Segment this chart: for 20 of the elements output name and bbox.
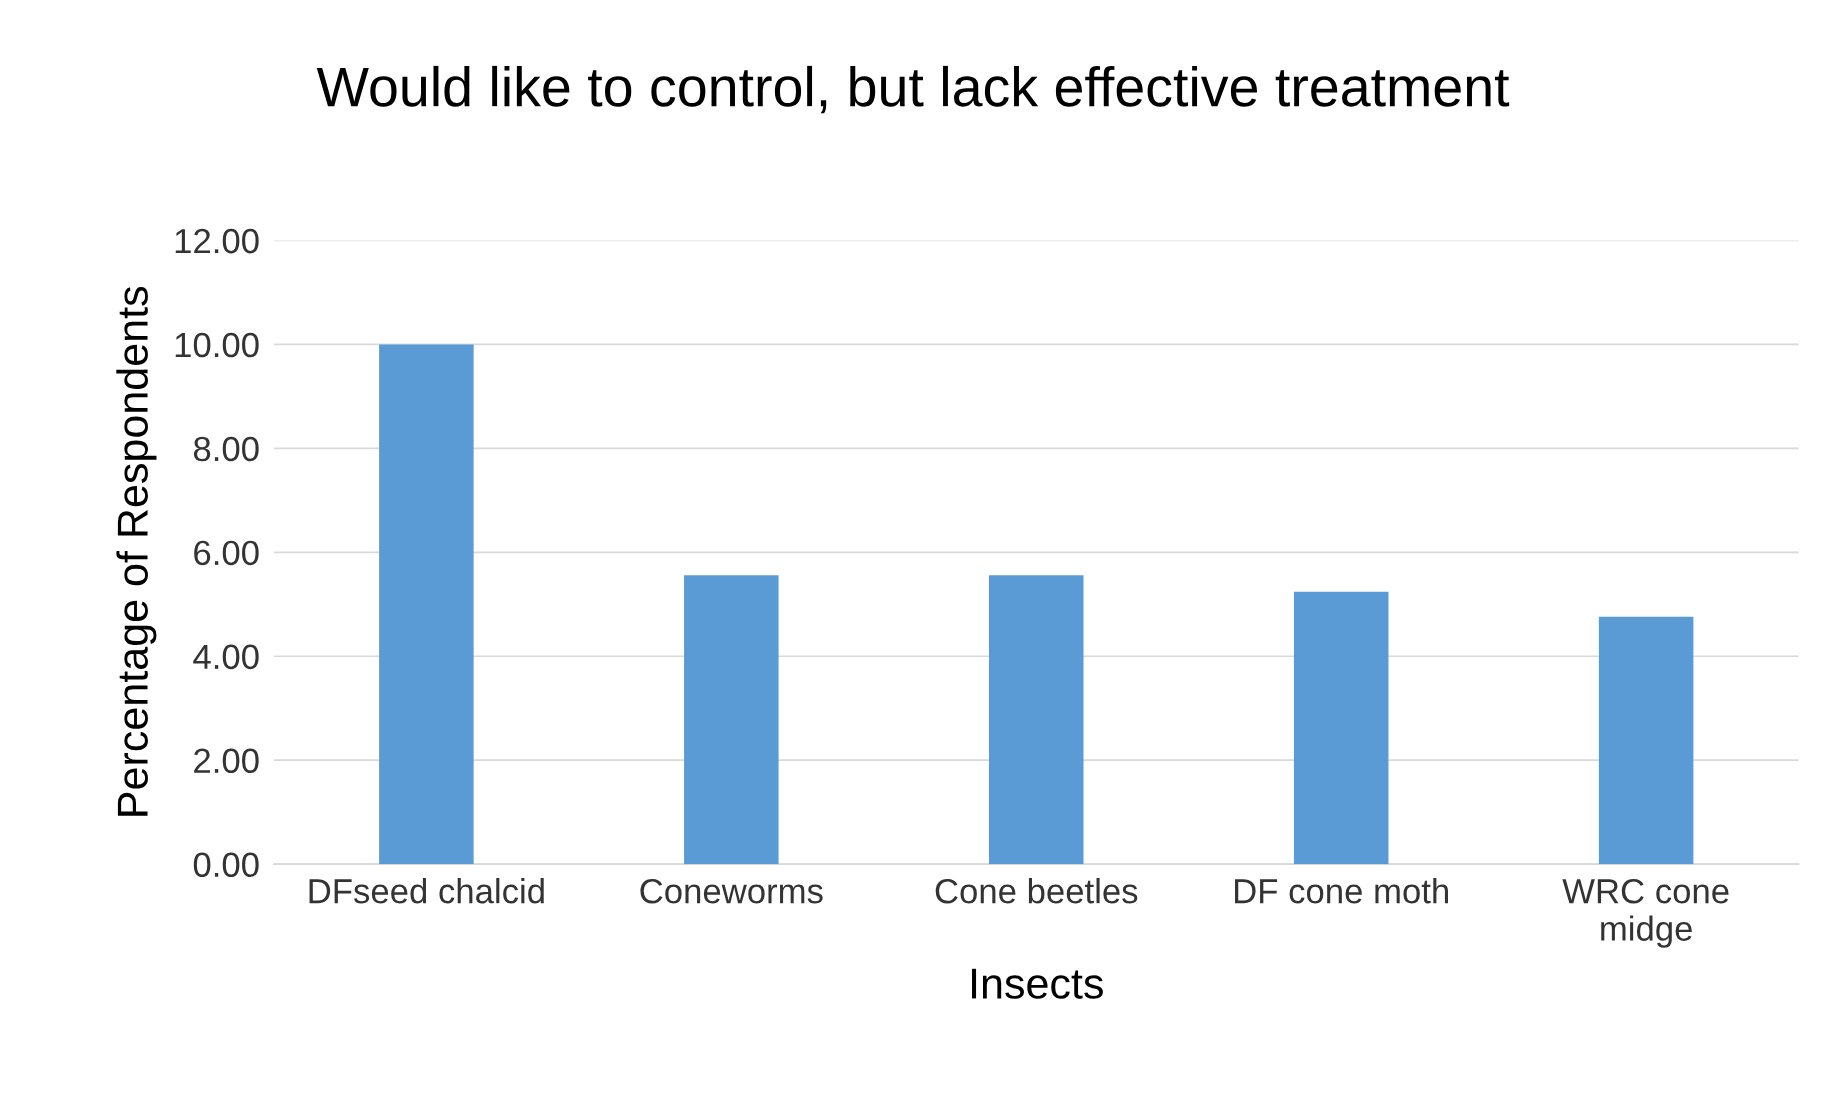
bar — [684, 575, 779, 865]
y-axis-title: Percentage of Respondents — [116, 286, 157, 816]
x-tick-label: Cone beetles — [935, 878, 1138, 904]
y-tick-label: 10.00 — [175, 332, 259, 358]
x-tick-label: Coneworms — [640, 878, 823, 904]
y-tick-label: 0.00 — [193, 852, 259, 878]
x-axis-title: Insects — [972, 968, 1103, 999]
chart-title: Would like to control, but lack effective treatment — [316, 65, 1510, 114]
y-tick-label: 2.00 — [194, 748, 259, 774]
y-tick-label: 12.00 — [175, 228, 259, 254]
bar — [1293, 591, 1389, 865]
x-tick-label: DF cone moth — [1235, 878, 1448, 904]
x-tick-label: WRC cone midge — [1562, 878, 1729, 948]
bar — [988, 575, 1084, 865]
bar — [379, 344, 474, 865]
x-tick-label: DFseed chalcid — [309, 878, 544, 904]
y-tick-label: 8.00 — [193, 436, 259, 462]
y-tick-label: 4.00 — [193, 644, 259, 670]
y-tick-label: 6.00 — [194, 540, 259, 566]
bar — [1598, 616, 1694, 865]
